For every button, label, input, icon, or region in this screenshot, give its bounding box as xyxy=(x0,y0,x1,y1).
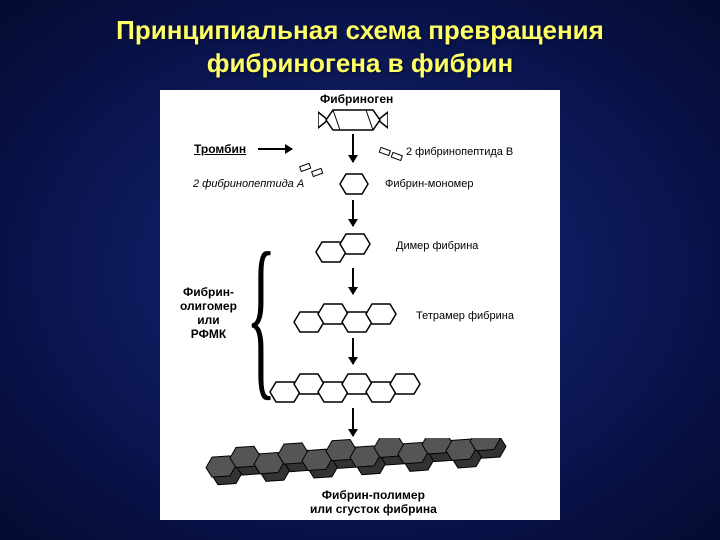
arrow-1 xyxy=(352,134,354,162)
slide-title-line2: фибриногена в фибрин xyxy=(207,48,514,78)
shape-monomer xyxy=(330,170,374,198)
label-oligomer-l4: РФМК xyxy=(191,327,226,341)
arrow-5 xyxy=(352,408,354,436)
arrow-3 xyxy=(352,268,354,294)
arrow-thrombin xyxy=(258,148,292,150)
label-monomer: Фибрин-мономер xyxy=(385,178,473,190)
arrow-4 xyxy=(352,338,354,364)
label-dimer: Димер фибрина xyxy=(396,240,478,252)
label-polymer-l1: Фибрин-полимер xyxy=(322,488,425,502)
brace-icon: { xyxy=(246,248,276,383)
label-thrombin: Тромбин xyxy=(194,142,246,156)
label-tetramer: Тетрамер фибрина xyxy=(416,310,514,322)
shape-dimer xyxy=(310,230,400,266)
label-fibrinogen: Фибриноген xyxy=(320,92,393,106)
shape-tetramer xyxy=(288,298,428,336)
label-polymer-l2: или сгусток фибрина xyxy=(310,502,437,516)
label-oligomer-l1: Фибрин- xyxy=(183,285,234,299)
shape-polymer xyxy=(200,438,520,494)
label-oligomer-l3: или xyxy=(197,313,219,327)
label-polymer: Фибрин-полимер или сгусток фибрина xyxy=(310,488,437,516)
label-fpB: 2 фибринопептида B xyxy=(406,146,513,158)
label-fpA: 2 фибринопептида А xyxy=(193,178,304,190)
diagram-panel: Фибриноген Тромбин 2 фибринопептида А 2 … xyxy=(160,90,560,520)
label-oligomer: Фибрин- олигомер или РФМК xyxy=(180,285,237,341)
fragments-b xyxy=(378,146,406,164)
label-oligomer-l2: олигомер xyxy=(180,299,237,313)
shape-oligomer xyxy=(264,368,454,406)
arrow-2 xyxy=(352,200,354,226)
slide-title: Принципиальная схема превращения фибрино… xyxy=(0,0,720,79)
slide-title-line1: Принципиальная схема превращения xyxy=(116,15,604,45)
shape-fibrinogen xyxy=(318,108,388,132)
